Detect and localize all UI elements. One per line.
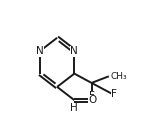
Text: N: N [71, 46, 78, 56]
Text: F: F [89, 92, 95, 101]
Text: O: O [89, 95, 97, 105]
Text: F: F [111, 89, 117, 98]
Text: H: H [71, 103, 78, 113]
Text: CH₃: CH₃ [110, 72, 127, 81]
Text: N: N [36, 46, 44, 56]
